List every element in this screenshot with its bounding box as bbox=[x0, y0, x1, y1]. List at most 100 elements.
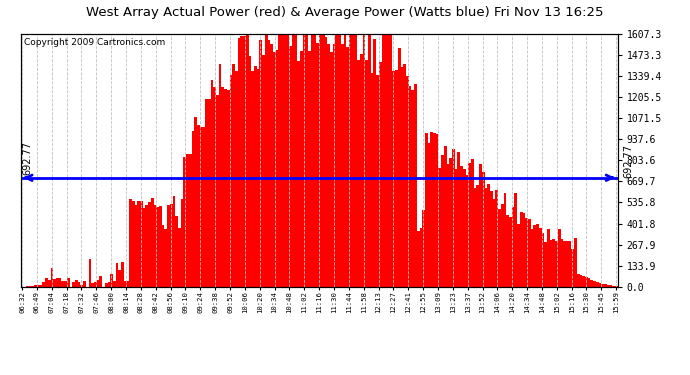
Bar bbox=[303, 34, 306, 287]
Bar bbox=[493, 199, 495, 287]
Bar bbox=[161, 225, 164, 287]
Bar bbox=[547, 229, 550, 287]
Bar bbox=[181, 199, 184, 287]
Bar bbox=[164, 229, 167, 287]
Bar bbox=[80, 285, 83, 287]
Bar bbox=[335, 34, 338, 287]
Bar bbox=[45, 278, 48, 287]
Bar bbox=[349, 34, 352, 287]
Bar bbox=[441, 154, 444, 287]
Bar bbox=[178, 228, 181, 287]
Bar bbox=[233, 64, 235, 287]
Bar bbox=[124, 281, 126, 287]
Bar bbox=[403, 64, 406, 287]
Bar bbox=[414, 84, 417, 287]
Bar bbox=[205, 99, 208, 287]
Bar bbox=[574, 238, 577, 287]
Bar bbox=[279, 34, 281, 287]
Bar bbox=[341, 44, 344, 287]
Bar bbox=[108, 282, 110, 287]
Bar bbox=[436, 134, 439, 287]
Bar bbox=[330, 52, 333, 287]
Bar bbox=[132, 201, 135, 287]
Bar bbox=[238, 38, 240, 287]
Bar bbox=[607, 285, 609, 287]
Bar bbox=[612, 286, 615, 287]
Bar bbox=[376, 75, 379, 287]
Bar bbox=[53, 279, 56, 287]
Bar bbox=[509, 217, 512, 287]
Bar bbox=[135, 205, 137, 287]
Bar bbox=[439, 168, 441, 287]
Bar bbox=[26, 286, 29, 287]
Bar bbox=[474, 188, 477, 287]
Bar bbox=[148, 202, 151, 287]
Bar bbox=[433, 133, 436, 287]
Bar bbox=[420, 228, 422, 287]
Bar bbox=[384, 35, 387, 287]
Bar bbox=[512, 207, 515, 287]
Bar bbox=[327, 44, 330, 287]
Bar bbox=[289, 46, 292, 287]
Bar bbox=[257, 69, 259, 287]
Bar bbox=[265, 34, 268, 287]
Bar bbox=[550, 240, 553, 287]
Bar bbox=[159, 206, 161, 287]
Bar bbox=[235, 71, 238, 287]
Bar bbox=[479, 164, 482, 287]
Bar bbox=[284, 34, 286, 287]
Bar bbox=[395, 70, 398, 287]
Bar bbox=[542, 233, 544, 287]
Bar bbox=[37, 285, 40, 287]
Bar bbox=[116, 263, 119, 287]
Bar bbox=[531, 229, 533, 287]
Bar bbox=[50, 268, 53, 287]
Bar bbox=[338, 34, 341, 287]
Bar bbox=[192, 131, 195, 287]
Bar bbox=[566, 242, 569, 287]
Bar bbox=[371, 73, 373, 287]
Bar bbox=[359, 54, 362, 287]
Bar bbox=[64, 281, 67, 287]
Bar bbox=[609, 285, 612, 287]
Bar bbox=[311, 34, 314, 287]
Bar bbox=[32, 285, 34, 287]
Bar bbox=[431, 132, 433, 287]
Bar bbox=[520, 211, 522, 287]
Bar bbox=[146, 205, 148, 287]
Bar bbox=[515, 194, 518, 287]
Bar bbox=[213, 87, 216, 287]
Bar bbox=[197, 125, 200, 287]
Bar bbox=[262, 55, 265, 287]
Bar bbox=[477, 186, 479, 287]
Bar bbox=[580, 275, 582, 287]
Bar bbox=[560, 239, 563, 287]
Text: 692.77: 692.77 bbox=[22, 141, 32, 176]
Bar bbox=[466, 175, 469, 287]
Bar bbox=[59, 278, 61, 287]
Bar bbox=[186, 154, 189, 287]
Bar bbox=[604, 284, 607, 287]
Bar bbox=[259, 39, 262, 287]
Bar bbox=[558, 229, 560, 287]
Bar bbox=[398, 48, 400, 287]
Bar bbox=[601, 284, 604, 287]
Bar bbox=[270, 45, 273, 287]
Bar bbox=[195, 117, 197, 287]
Bar bbox=[295, 34, 297, 287]
Bar bbox=[357, 60, 359, 287]
Bar bbox=[61, 281, 64, 287]
Bar bbox=[91, 283, 94, 287]
Bar bbox=[379, 62, 382, 287]
Bar bbox=[585, 278, 588, 287]
Bar bbox=[487, 184, 490, 287]
Bar bbox=[400, 68, 403, 287]
Bar bbox=[292, 34, 295, 287]
Bar bbox=[83, 280, 86, 287]
Bar bbox=[72, 282, 75, 287]
Bar bbox=[210, 80, 213, 287]
Bar bbox=[281, 34, 284, 287]
Bar bbox=[167, 205, 170, 287]
Bar bbox=[110, 274, 113, 287]
Bar bbox=[563, 241, 566, 287]
